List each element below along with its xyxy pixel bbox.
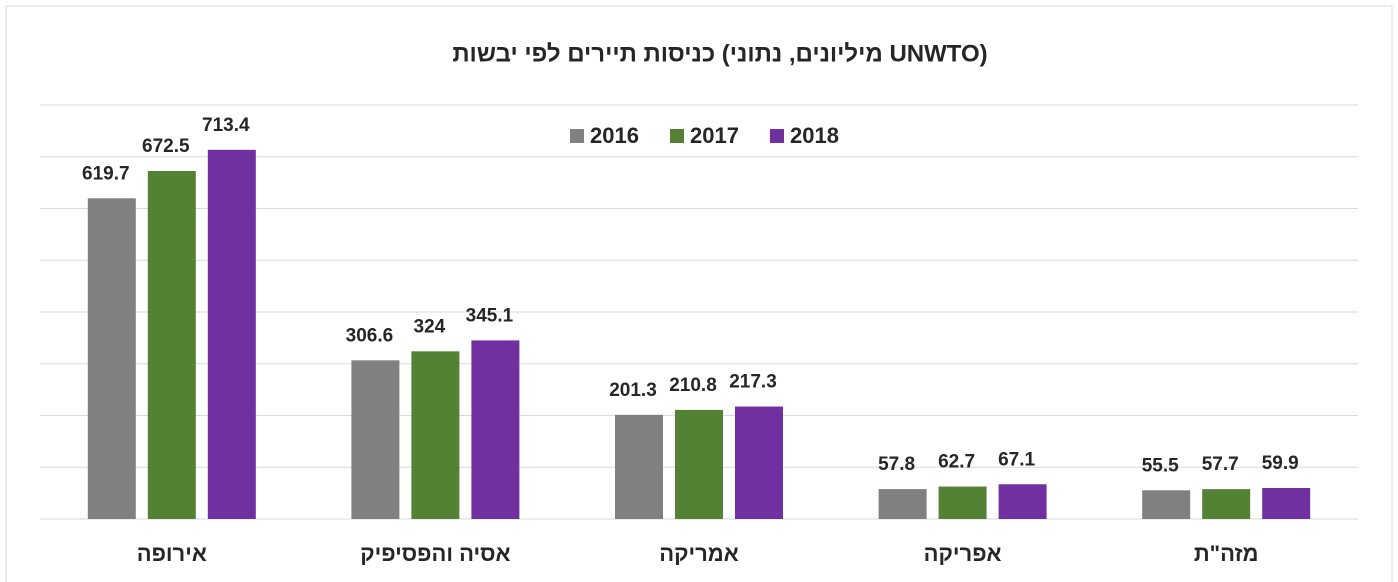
x-tick-label: אפריקה — [924, 541, 1002, 566]
data-label: 306.6 — [346, 325, 394, 346]
data-label: 57.7 — [1202, 454, 1239, 475]
bar — [471, 340, 520, 519]
data-label: 210.8 — [669, 375, 717, 396]
bar — [147, 170, 196, 519]
data-label: 67.1 — [998, 449, 1035, 470]
data-label: 619.7 — [82, 163, 130, 184]
x-tick-label: אירופה — [137, 541, 207, 566]
data-label: 324 — [414, 316, 446, 337]
bar — [411, 351, 460, 519]
legend-label: 2018 — [790, 123, 839, 148]
bar — [351, 360, 400, 519]
bar — [998, 484, 1047, 519]
data-label: 59.9 — [1262, 453, 1299, 474]
x-tick-label: אמריקה — [659, 541, 739, 566]
data-label: 345.1 — [466, 305, 514, 326]
legend-label: 2016 — [590, 123, 639, 148]
bar — [87, 198, 136, 520]
legend-label: 2017 — [690, 123, 739, 148]
bar — [1202, 489, 1251, 519]
bar — [207, 149, 256, 520]
x-tick-label: מזה"ת — [1194, 541, 1259, 566]
bar — [938, 486, 987, 519]
bar — [878, 489, 927, 519]
legend-swatch — [770, 129, 784, 143]
bar — [675, 409, 723, 519]
legend-swatch — [570, 129, 584, 143]
bar — [1262, 488, 1311, 519]
chart-title: כניסות תיירים לפי יבשות (מיליונים, נתוני… — [452, 40, 987, 67]
data-label: 55.5 — [1142, 455, 1179, 476]
bar — [615, 414, 663, 519]
data-label: 62.7 — [938, 452, 975, 473]
data-label: 217.3 — [729, 372, 777, 393]
data-label: 672.5 — [142, 136, 190, 157]
data-label: 201.3 — [609, 380, 657, 401]
data-label: 57.8 — [878, 454, 915, 475]
bar — [735, 406, 783, 519]
legend-swatch — [670, 129, 684, 143]
bar — [1142, 490, 1191, 519]
data-label: 713.4 — [202, 115, 250, 136]
x-tick-label: אסיה והפסיפיק — [360, 541, 510, 566]
